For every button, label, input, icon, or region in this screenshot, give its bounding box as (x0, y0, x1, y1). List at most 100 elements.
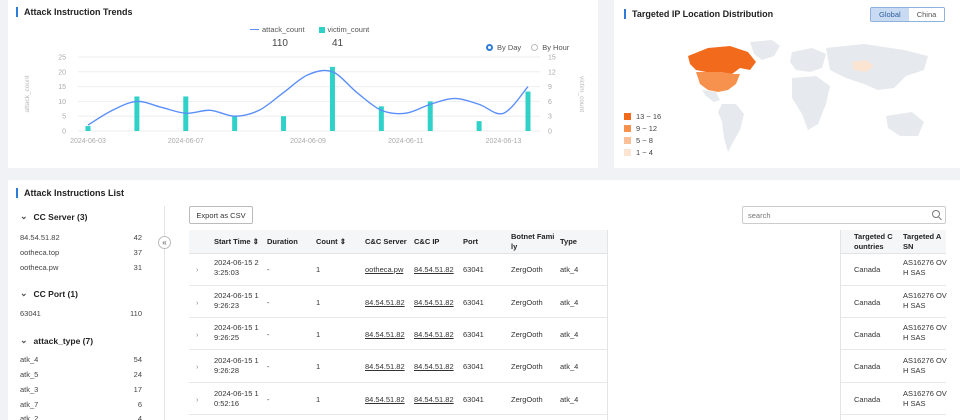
facet-item-count: 6 (137, 400, 142, 409)
cell-botnet-family: ZergOoth (511, 298, 543, 307)
cell-start-time-a: 2024-06-15 1 (214, 389, 259, 398)
col-start-time-label: Start Time (214, 237, 251, 246)
map-legend-3-label: 5 ~ 8 (636, 136, 653, 145)
expand-row-icon[interactable]: › (196, 298, 199, 307)
cell-cc-ip-link[interactable]: 84.54.51.82 (414, 298, 454, 307)
cell-cc-server-link[interactable]: 84.54.51.82 (365, 362, 405, 371)
cell-type: atk_4 (560, 330, 579, 339)
cell-start-time: 2024-06-15 1 0:52:16 (214, 389, 259, 409)
table-row[interactable] (189, 350, 946, 383)
facet-cc-server-header[interactable]: ⌄ CC Server (3) (20, 211, 87, 222)
collapse-sidebar-button[interactable]: « (158, 236, 171, 249)
cell-cc-server-link[interactable]: 84.54.51.82 (365, 395, 405, 404)
cell-cc-ip-link[interactable]: 84.54.51.82 (414, 362, 454, 371)
cell-asn-a: AS16276 OV (903, 258, 947, 267)
map-legend-1-label: 13 ~ 16 (636, 112, 662, 121)
mexico-shape (702, 90, 720, 102)
facet-attack-type-title: attack_type (7) (33, 335, 94, 346)
facet-item[interactable]: 84.54.51.82 42 (20, 233, 142, 242)
map-legend-1[interactable]: 13 ~ 16 (624, 112, 661, 121)
facet-cc-port-header[interactable]: ⌄ CC Port (1) (20, 288, 78, 299)
toggle-global[interactable]: Global (871, 8, 909, 21)
facet-item-label: atk_4 (20, 355, 39, 364)
right-tick-label: 15 (548, 55, 556, 62)
cell-country: Canada (854, 298, 881, 307)
search-input[interactable] (743, 207, 923, 223)
expand-row-icon[interactable]: › (196, 362, 199, 371)
by-hour-radio[interactable]: By Hour (531, 43, 569, 52)
facet-item-label: 63041 (20, 309, 41, 318)
radio-checked-icon (486, 44, 493, 51)
map-legend-3[interactable]: 5 ~ 8 (624, 136, 653, 145)
expand-row-icon[interactable]: › (196, 330, 199, 339)
cell-cc-ip-link[interactable]: 84.54.51.82 (414, 265, 454, 274)
legend-attack-count[interactable]: attack_count (250, 25, 305, 34)
cell-count: 1 (316, 330, 321, 339)
cell-cc-server-link[interactable]: ootheca.pw (365, 265, 404, 274)
facet-item[interactable]: ootheca.top 37 (20, 248, 142, 257)
map-legend-4[interactable]: 1 ~ 4 (624, 148, 653, 157)
facet-item[interactable]: atk_2 4 (20, 414, 142, 420)
table-row[interactable] (189, 286, 946, 318)
col-start-time[interactable]: Start Time ⇕ (214, 237, 259, 247)
table-row[interactable] (189, 254, 946, 286)
facet-item-count: 110 (130, 309, 142, 318)
cell-cc-server-link[interactable]: 84.54.51.82 (365, 298, 405, 307)
col-botnet-family: Botnet Fami ly (511, 232, 554, 252)
cell-duration: - (267, 330, 270, 339)
facet-attack-type-header[interactable]: ⌄ attack_type (7) (20, 335, 93, 346)
victim-count-bar (427, 101, 433, 131)
expand-row-icon[interactable]: › (196, 265, 199, 274)
search-icon[interactable] (932, 210, 940, 218)
attack-total: 110 (272, 38, 288, 49)
legend-swatch (624, 149, 631, 156)
table-row[interactable] (189, 318, 946, 350)
cell-port: 63041 (463, 330, 484, 339)
facet-item-label: ootheca.pw (20, 263, 59, 272)
cell-cc-ip-link[interactable]: 84.54.51.82 (414, 330, 454, 339)
facet-item-count: 17 (133, 385, 142, 394)
facet-item[interactable]: atk_4 54 (20, 355, 142, 364)
south-america-shape (718, 104, 744, 152)
victim-count-bar (378, 106, 384, 131)
cell-asn-a: AS16276 OV (903, 291, 947, 300)
europe-shape (790, 48, 826, 72)
cell-botnet-family: ZergOoth (511, 395, 543, 404)
expand-row-icon[interactable]: › (196, 395, 199, 404)
canada-shape (688, 46, 756, 74)
facet-item[interactable]: 63041 110 (20, 309, 142, 318)
line-legend-icon (250, 29, 259, 30)
facet-item[interactable]: atk_5 24 (20, 370, 142, 379)
left-tick-label: 0 (62, 129, 66, 136)
cell-start-time-b: 9:26:23 (214, 301, 240, 310)
australia-shape (886, 112, 924, 136)
map-legend-2[interactable]: 9 ~ 12 (624, 124, 657, 133)
table-row[interactable] (189, 383, 946, 415)
trend-chart: 0 5 10 15 20 25 0 3 6 9 12 15 attack_count victim_cou… (24, 55, 585, 146)
cell-asn-b: H SAS (903, 333, 926, 342)
cell-cc-server-link[interactable]: 84.54.51.82 (365, 330, 405, 339)
facet-item[interactable]: ootheca.pw 31 (20, 263, 142, 272)
facet-item[interactable]: atk_3 17 (20, 385, 142, 394)
victim-count-bar (476, 121, 482, 131)
toggle-china[interactable]: China (908, 8, 945, 21)
col-duration: Duration (267, 237, 298, 246)
trends-title: Attack Instruction Trends (16, 7, 133, 17)
cell-cc-ip-link[interactable]: 84.54.51.82 (414, 395, 454, 404)
cell-port: 63041 (463, 395, 484, 404)
victim-count-bar (232, 116, 238, 131)
right-tick-label: 6 (548, 99, 552, 106)
chart-legend: attack_count victim_count (250, 25, 369, 34)
legend-victim-count[interactable]: victim_count (318, 25, 369, 34)
trends-panel: Attack Instruction Trends attack_count v… (8, 0, 598, 168)
cell-asn-b: H SAS (903, 399, 926, 408)
col-type: Type (560, 237, 577, 246)
cell-count: 1 (316, 362, 321, 371)
by-day-radio[interactable]: By Day (486, 43, 521, 52)
col-count[interactable]: Count ⇕ (316, 237, 346, 247)
by-hour-label: By Hour (542, 43, 570, 52)
facet-item[interactable]: atk_7 6 (20, 400, 142, 409)
export-csv-button[interactable]: Export as CSV (189, 206, 253, 224)
left-tick-label: 10 (58, 99, 66, 106)
cell-type: atk_4 (560, 265, 579, 274)
